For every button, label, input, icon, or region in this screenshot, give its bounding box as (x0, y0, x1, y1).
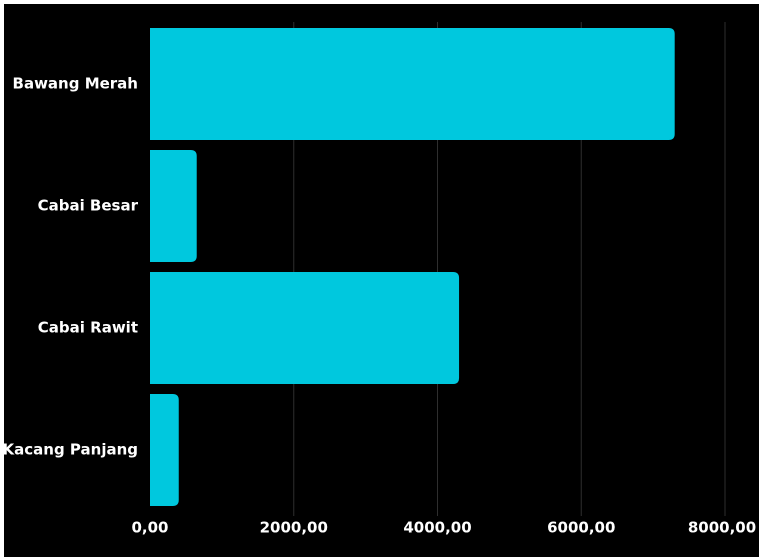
category-label: Cabai Rawit (38, 319, 138, 337)
category-label: Bawang Merah (13, 75, 138, 93)
x-tick-label: 0,00 (131, 519, 168, 537)
category-label: Kacang Panjang (3, 441, 138, 459)
bar-kacang-panjang (150, 394, 179, 506)
category-label: Cabai Besar (38, 197, 139, 215)
bars (150, 28, 675, 506)
category-labels: Bawang Merah Cabai Besar Cabai Rawit Kacang… (3, 75, 139, 459)
x-tick-label: 8000,00 (688, 519, 756, 537)
x-tick-label: 2000,00 (260, 519, 328, 537)
bar-cabai-rawit (150, 272, 460, 384)
x-tick-label: 6000,00 (547, 519, 615, 537)
x-tick-labels: 0,00 2000,00 4000,00 6000,00 8000,00 (131, 519, 756, 537)
bar-cabai-besar (150, 150, 197, 262)
x-tick-label: 4000,00 (403, 519, 471, 537)
bar-bawang-merah (150, 28, 675, 140)
